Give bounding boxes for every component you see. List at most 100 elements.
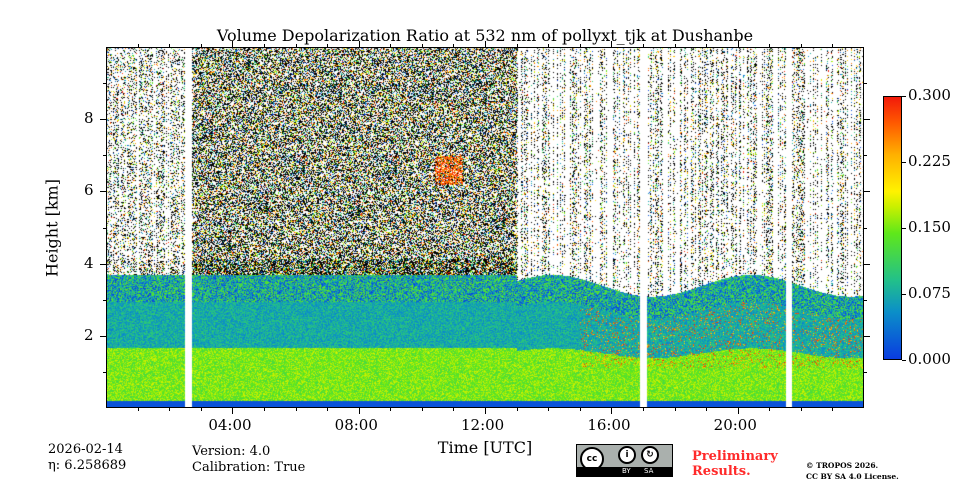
x-tick — [327, 408, 329, 411]
y-tick — [100, 335, 106, 337]
x-tick-top — [358, 41, 360, 47]
x-tick — [421, 408, 423, 411]
x-tick-top — [200, 44, 202, 47]
x-tick-label: 20:00 — [713, 416, 757, 434]
x-tick-top — [800, 44, 802, 47]
y-tick — [103, 299, 106, 301]
x-tick — [642, 408, 644, 411]
x-tick-top — [453, 44, 455, 47]
x-tick — [737, 408, 739, 414]
eta-label: η: 6.258689 — [48, 458, 127, 473]
x-tick-label: 08:00 — [334, 416, 378, 434]
x-tick-top — [642, 44, 644, 47]
footer-version: Version: 4.0 Calibration: True — [192, 444, 305, 476]
plot-frame — [106, 47, 864, 408]
y-tick-right — [864, 83, 867, 85]
y-tick-right — [864, 299, 867, 301]
x-tick — [611, 408, 613, 414]
y-tick-label: 4 — [84, 253, 94, 272]
x-tick — [485, 408, 486, 414]
chart-title: Volume Depolarization Ratio at 532 nm of… — [216, 26, 754, 45]
x-tick-top — [137, 44, 139, 47]
calibration-label: Calibration: True — [192, 460, 306, 475]
x-tick-top — [421, 44, 423, 47]
y-tick-right — [864, 227, 867, 229]
x-tick-top — [579, 44, 581, 47]
by-label: BY — [622, 467, 631, 475]
x-tick — [263, 408, 265, 411]
colorbar-tick-label: 0.300 — [908, 86, 951, 104]
y-tick — [103, 155, 106, 157]
y-tick — [100, 119, 106, 121]
copyright: © TROPOS 2026. — [806, 461, 879, 470]
x-tick — [548, 408, 550, 411]
x-tick — [295, 408, 297, 411]
x-tick — [390, 408, 392, 411]
x-tick-top — [737, 41, 739, 47]
depolarization-heatmap — [106, 47, 864, 408]
license: CC BY SA 4.0 License. — [806, 472, 899, 481]
colorbar-tick — [902, 228, 906, 229]
x-tick — [674, 408, 676, 411]
y-tick — [103, 83, 106, 85]
colorbar-tick — [902, 360, 906, 361]
x-tick — [358, 408, 360, 414]
y-tick-right — [864, 191, 870, 193]
license-text: © TROPOS 2026. CC BY SA 4.0 License. — [806, 460, 899, 482]
x-tick-top — [485, 41, 486, 47]
x-tick-top — [769, 44, 771, 47]
y-tick — [100, 191, 106, 193]
x-tick-top — [611, 41, 613, 47]
cc-license-logo: cc i ↻ BY SA — [576, 444, 673, 477]
x-tick-label: 04:00 — [208, 416, 252, 434]
x-tick-label: 12:00 — [461, 416, 505, 434]
y-tick-right — [864, 155, 867, 157]
colorbar-tick-label: 0.000 — [908, 350, 951, 368]
x-tick-top — [548, 44, 550, 47]
y-tick-label: 8 — [84, 109, 94, 128]
colorbar-tick — [902, 162, 906, 163]
y-tick-right — [864, 335, 870, 337]
x-tick-top — [169, 44, 171, 47]
x-tick — [579, 408, 581, 411]
prelim-line1: Preliminary — [692, 449, 778, 464]
x-tick-top — [263, 44, 265, 47]
y-tick — [103, 227, 106, 229]
y-tick-label: 2 — [84, 325, 94, 344]
x-tick-top — [832, 44, 834, 47]
y-axis-label: Height [km] — [42, 179, 62, 277]
preliminary-notice: Preliminary Results. — [692, 449, 778, 479]
x-tick-top — [674, 44, 676, 47]
colorbar-tick-label: 0.225 — [908, 152, 951, 170]
colorbar-tick-label: 0.150 — [908, 218, 951, 236]
x-tick — [453, 408, 455, 411]
x-tick — [706, 408, 708, 411]
colorbar — [883, 96, 902, 360]
y-tick — [100, 263, 106, 265]
x-tick — [232, 408, 234, 414]
cc-band: BY SA — [577, 467, 672, 476]
y-tick-label: 6 — [84, 181, 94, 200]
x-tick-top — [706, 44, 708, 47]
y-tick-right — [864, 119, 870, 121]
x-tick-top — [516, 44, 518, 47]
colorbar-tick-label: 0.075 — [908, 284, 951, 302]
by-person-icon: i — [618, 446, 636, 464]
x-tick — [516, 408, 518, 411]
x-axis-label: Time [UTC] — [437, 438, 533, 457]
colorbar-tick — [902, 96, 906, 97]
y-tick-right — [864, 263, 870, 265]
x-tick-top — [327, 44, 329, 47]
x-tick — [800, 408, 802, 411]
x-tick-top — [232, 41, 234, 47]
prelim-line2: Results. — [692, 464, 751, 479]
y-tick — [103, 371, 106, 373]
x-tick-top — [295, 44, 297, 47]
y-tick-right — [864, 371, 867, 373]
x-tick — [769, 408, 771, 411]
sa-label: SA — [644, 467, 654, 475]
date-label: 2026-02-14 — [48, 442, 123, 457]
colorbar-tick — [902, 294, 906, 295]
footer-left: 2026-02-14 η: 6.258689 — [48, 442, 126, 474]
sa-share-icon: ↻ — [641, 446, 659, 464]
